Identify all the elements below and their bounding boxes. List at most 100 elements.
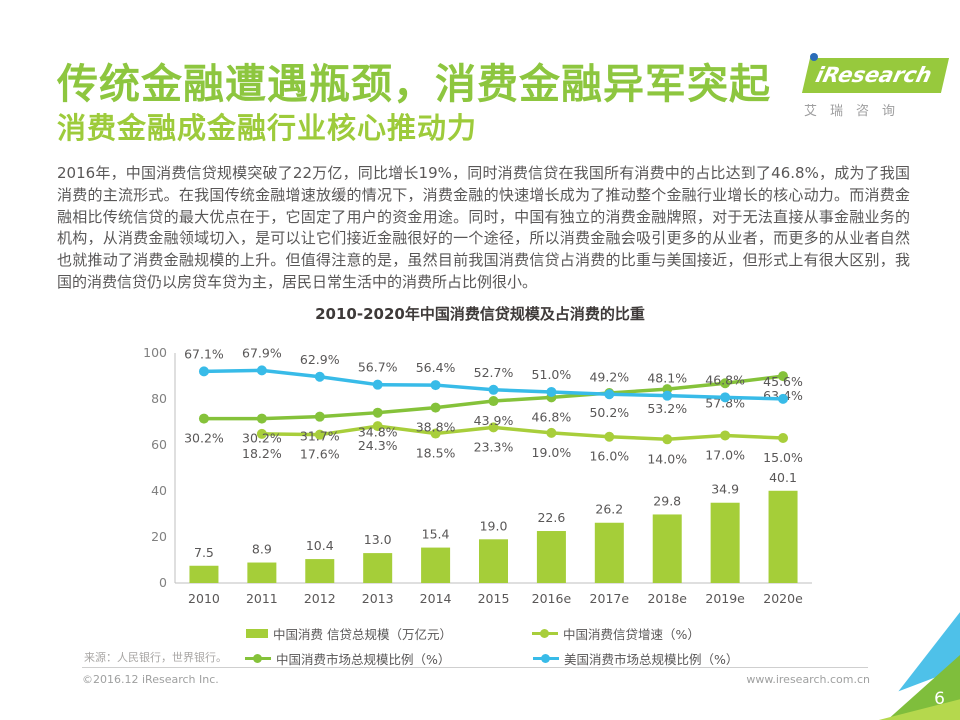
- credit-growth-point: [372, 421, 383, 432]
- china-ratio-point: [720, 378, 731, 389]
- bar: [421, 547, 451, 583]
- china-ratio-value-label: 38.8%: [416, 420, 456, 435]
- legend-item: 美国消费市场总规模比例（%）: [533, 651, 738, 667]
- x-tick-label: 2012: [304, 591, 336, 606]
- bar: [305, 559, 335, 583]
- bar-value-label: 13.0: [364, 532, 392, 547]
- x-tick-label: 2020e: [763, 591, 803, 606]
- us-ratio-value-label: 62.9%: [300, 352, 340, 367]
- china-ratio-point: [314, 411, 325, 422]
- credit-growth-value-label: 15.0%: [763, 450, 803, 465]
- y-tick-label: 60: [151, 437, 167, 452]
- y-tick-label: 0: [159, 575, 167, 590]
- china-ratio-value-label: 34.8%: [358, 425, 398, 440]
- legend-line-swatch-icon: [245, 653, 271, 663]
- china-ratio-value-label: 31.7%: [300, 429, 340, 444]
- iresearch-logo: iResearch 艾瑞咨询: [798, 50, 958, 120]
- china-ratio-point: [488, 396, 499, 407]
- us-ratio-value-label: 67.1%: [184, 346, 224, 361]
- y-tick-label: 20: [151, 529, 167, 544]
- us-ratio-value-label: 56.4%: [416, 360, 456, 375]
- china-ratio-value-label: 30.2%: [184, 431, 224, 446]
- credit-growth-value-label: 18.2%: [242, 446, 282, 461]
- credit-growth-point: [488, 422, 499, 433]
- bar-value-label: 8.9: [252, 542, 272, 557]
- credit-growth-point: [604, 431, 615, 442]
- us-ratio-point: [256, 365, 267, 376]
- credit-growth-value-label: 18.5%: [416, 446, 456, 461]
- bar-value-label: 26.2: [595, 502, 623, 517]
- page-number: 6: [934, 689, 945, 709]
- bar-value-label: 22.6: [537, 510, 565, 525]
- bar: [768, 490, 798, 583]
- chart-title: 2010-2020年中国消费信贷规模及占消费的比重: [315, 305, 645, 323]
- bar-value-label: 29.8: [653, 493, 681, 508]
- credit-growth-point: [662, 434, 673, 445]
- us-ratio-point: [720, 392, 731, 403]
- us-ratio-point: [314, 371, 325, 382]
- china-ratio-value-label: 30.2%: [242, 431, 282, 446]
- x-tick-label: 2010: [188, 591, 220, 606]
- credit-growth-value-label: 17.6%: [300, 447, 340, 462]
- china-ratio-point: [430, 402, 441, 413]
- bar: [479, 539, 508, 583]
- credit-growth-value-label: 17.0%: [705, 447, 745, 462]
- us-ratio-point: [198, 366, 209, 377]
- credit-growth-point: [314, 429, 325, 440]
- credit-growth-value-label: 14.0%: [647, 451, 687, 466]
- us-ratio-point: [488, 384, 499, 395]
- china-ratio-value-label: 53.2%: [647, 401, 687, 416]
- logo-i-dot-icon: [810, 53, 818, 61]
- copyright-text: ©2016.12 iResearch Inc.: [82, 673, 219, 686]
- legend-line-swatch-icon: [532, 628, 558, 638]
- bar: [652, 514, 682, 583]
- credit-growth-point: [430, 428, 441, 439]
- consumer-credit-chart: 0 20 40 60 80 100 2010 2011 2012 2013 2014 2015 2016…: [143, 345, 812, 606]
- us-ratio-point: [662, 390, 673, 401]
- bar: [247, 562, 277, 583]
- logo-band: iResearch: [801, 58, 950, 93]
- bar: [536, 531, 566, 583]
- credit-growth-value-label: 24.3%: [358, 438, 398, 453]
- credit-growth-point: [256, 428, 267, 439]
- us-ratio-value-label: 46.8%: [705, 372, 745, 387]
- china-ratio-point: [778, 371, 789, 382]
- us-ratio-value-label: 67.9%: [242, 345, 282, 360]
- china-ratio-value-label: 46.8%: [532, 409, 572, 424]
- legend-item: 中国消费信贷增速（%）: [532, 626, 700, 642]
- us-ratio-value-label: 45.6%: [763, 374, 803, 389]
- us-ratio-point: [604, 389, 615, 400]
- body-paragraph: 2016年，中国消费信贷规模突破了22万亿，同比增长19%，同时消费信贷在我国所…: [57, 164, 910, 291]
- credit-growth-point: [778, 433, 789, 444]
- bar: [594, 522, 624, 583]
- us-ratio-point: [430, 380, 441, 391]
- legend-label: 中国消费市场总规模比例（%）: [276, 651, 451, 667]
- china-ratio-point: [372, 407, 383, 418]
- bar-value-label: 40.1: [769, 470, 797, 485]
- us-ratio-point: [546, 386, 557, 397]
- us-ratio-value-label: 51.0%: [532, 367, 572, 382]
- y-tick-label: 40: [151, 483, 167, 498]
- x-tick-label: 2019e: [705, 591, 745, 606]
- credit-growth-point: [720, 430, 731, 441]
- page-subtitle: 消费金融成金融行业核心推动力: [57, 111, 478, 145]
- credit-growth-value-label: 16.0%: [589, 449, 629, 464]
- bar: [363, 553, 393, 583]
- source-note: 来源：人民银行，世界银行。: [84, 651, 227, 664]
- x-tick-label: 2018e: [647, 591, 687, 606]
- legend-item: 中国消费市场总规模比例（%）: [245, 651, 451, 667]
- bar-value-label: 15.4: [422, 527, 450, 542]
- footer-divider: [82, 667, 868, 668]
- china-ratio-point: [256, 413, 267, 424]
- x-tick-label: 2015: [478, 591, 510, 606]
- x-tick-label: 2014: [420, 591, 452, 606]
- y-tick-label: 80: [151, 391, 167, 406]
- us-ratio-value-label: 48.1%: [647, 371, 687, 386]
- x-tick-label: 2011: [246, 591, 278, 606]
- legend-line-swatch-icon: [533, 653, 559, 663]
- page-title: 传统金融遭遇瓶颈，消费金融异军突起: [57, 60, 771, 108]
- us-ratio-point: [778, 393, 789, 404]
- website-url: www.iresearch.com.cn: [746, 673, 870, 686]
- credit-growth-point: [546, 427, 557, 438]
- y-tick-label: 100: [143, 345, 167, 360]
